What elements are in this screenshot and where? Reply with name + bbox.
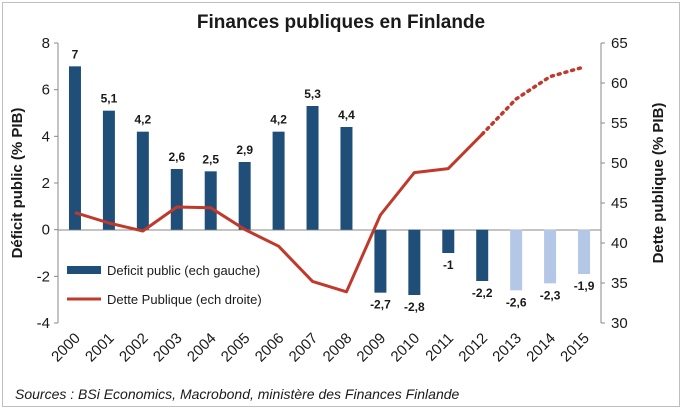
bar-2002 [136, 131, 149, 230]
x-label-2003: 2003 [150, 330, 186, 366]
bar-label-2003: 2,6 [168, 150, 185, 164]
bar-label-2011: -1 [443, 258, 454, 272]
x-axis-labels: 2000200120022003200420052006200720082009… [48, 330, 593, 366]
bar-2008 [340, 127, 353, 230]
x-label-2004: 2004 [184, 330, 220, 366]
left-tick-label: 4 [42, 128, 50, 145]
bar-label-2015: -1,9 [574, 279, 595, 293]
x-label-2001: 2001 [82, 330, 118, 366]
source-note: Sources : BSi Economics, Macrobond, mini… [15, 386, 460, 402]
right-tick-label: 55 [611, 115, 628, 132]
right-tick-label: 65 [611, 35, 628, 52]
bar-2001 [102, 110, 115, 230]
right-axis-ticks: 65 60 55 50 45 40 35 30 [601, 35, 628, 332]
left-tick-label: -4 [37, 315, 50, 332]
bar-label-2006: 4,2 [270, 113, 287, 127]
bar-label-2004: 2,5 [202, 152, 219, 166]
left-tick-label: 2 [42, 175, 50, 192]
x-label-2013: 2013 [489, 330, 525, 366]
bar-label-2001: 5,1 [101, 92, 118, 106]
x-label-2005: 2005 [218, 330, 254, 366]
right-tick-label: 45 [611, 195, 628, 212]
x-label-2009: 2009 [354, 330, 390, 366]
right-tick-label: 30 [611, 315, 628, 332]
legend-swatch-deficit [67, 266, 101, 274]
bar-label-2007: 5,3 [304, 87, 321, 101]
bar-2011 [442, 229, 455, 253]
bar-2014 [544, 229, 557, 284]
bar-label-2002: 4,2 [135, 113, 152, 127]
bar-label-2008: 4,4 [338, 108, 355, 122]
debt-line [74, 65, 586, 294]
bar-label-2013: -2,6 [506, 295, 527, 309]
chart-svg: Finances publiques en Finlande 8 6 4 2 0 -2 -4… [9, 12, 667, 402]
x-label-2014: 2014 [523, 330, 559, 366]
left-tick-label: 8 [42, 35, 50, 52]
bar-2004 [204, 171, 217, 230]
bar-2006 [272, 131, 285, 230]
bar-2009 [374, 229, 387, 293]
left-axis-ticks: 8 6 4 2 0 -2 -4 [37, 35, 58, 332]
bar-labels: 75,14,22,6 2,52,94,25,34,4-2,7 -2,8-1-2,2-… [72, 47, 595, 314]
bar-2003 [170, 169, 183, 230]
x-label-2012: 2012 [455, 330, 491, 366]
bar-label-2014: -2,3 [540, 288, 561, 302]
bar-label-2009: -2,7 [370, 298, 391, 312]
x-label-2015: 2015 [557, 330, 593, 366]
debt-line-actual [74, 133, 484, 294]
y-axis-left-label: Déficit public (% PIB) [9, 108, 26, 259]
x-label-2010: 2010 [388, 330, 424, 366]
left-tick-label: -2 [37, 268, 50, 285]
x-label-2002: 2002 [116, 330, 152, 366]
right-tick-label: 35 [611, 275, 628, 292]
x-label-2011: 2011 [422, 330, 457, 365]
bar-label-2005: 2,9 [236, 143, 253, 157]
bar-2007 [306, 106, 319, 230]
legend-label-deficit: Deficit public (ech gauche) [107, 263, 260, 278]
chart-frame: Finances publiques en Finlande 8 6 4 2 0 -2 -4… [2, 2, 680, 407]
left-tick-label: 0 [42, 222, 50, 239]
bar-2010 [408, 229, 421, 295]
bar-label-2012: -2,2 [472, 286, 493, 300]
right-tick-label: 60 [611, 75, 628, 92]
bar-2000 [68, 66, 81, 230]
x-label-2006: 2006 [252, 330, 288, 366]
right-tick-label: 50 [611, 155, 628, 172]
x-label-2007: 2007 [286, 330, 322, 366]
bar-2012 [476, 229, 489, 281]
bar-2013 [510, 229, 523, 291]
bar-2005 [238, 162, 251, 230]
legend-label-debt: Dette Publique (ech droite) [107, 292, 262, 307]
legend: Deficit public (ech gauche) Dette Publiq… [67, 263, 262, 307]
debt-line-forecast [480, 65, 586, 136]
x-label-2000: 2000 [48, 330, 84, 366]
bars [68, 66, 591, 295]
chart-title: Finances publiques en Finlande [197, 12, 485, 33]
y-axis-right-label: Dette publique (% PIB) [650, 103, 667, 264]
bar-label-2000: 7 [72, 47, 79, 61]
x-label-2008: 2008 [320, 330, 356, 366]
left-tick-label: 6 [42, 82, 50, 99]
right-tick-label: 40 [611, 235, 628, 252]
bar-label-2010: -2,8 [404, 300, 425, 314]
bar-2015 [578, 229, 591, 274]
